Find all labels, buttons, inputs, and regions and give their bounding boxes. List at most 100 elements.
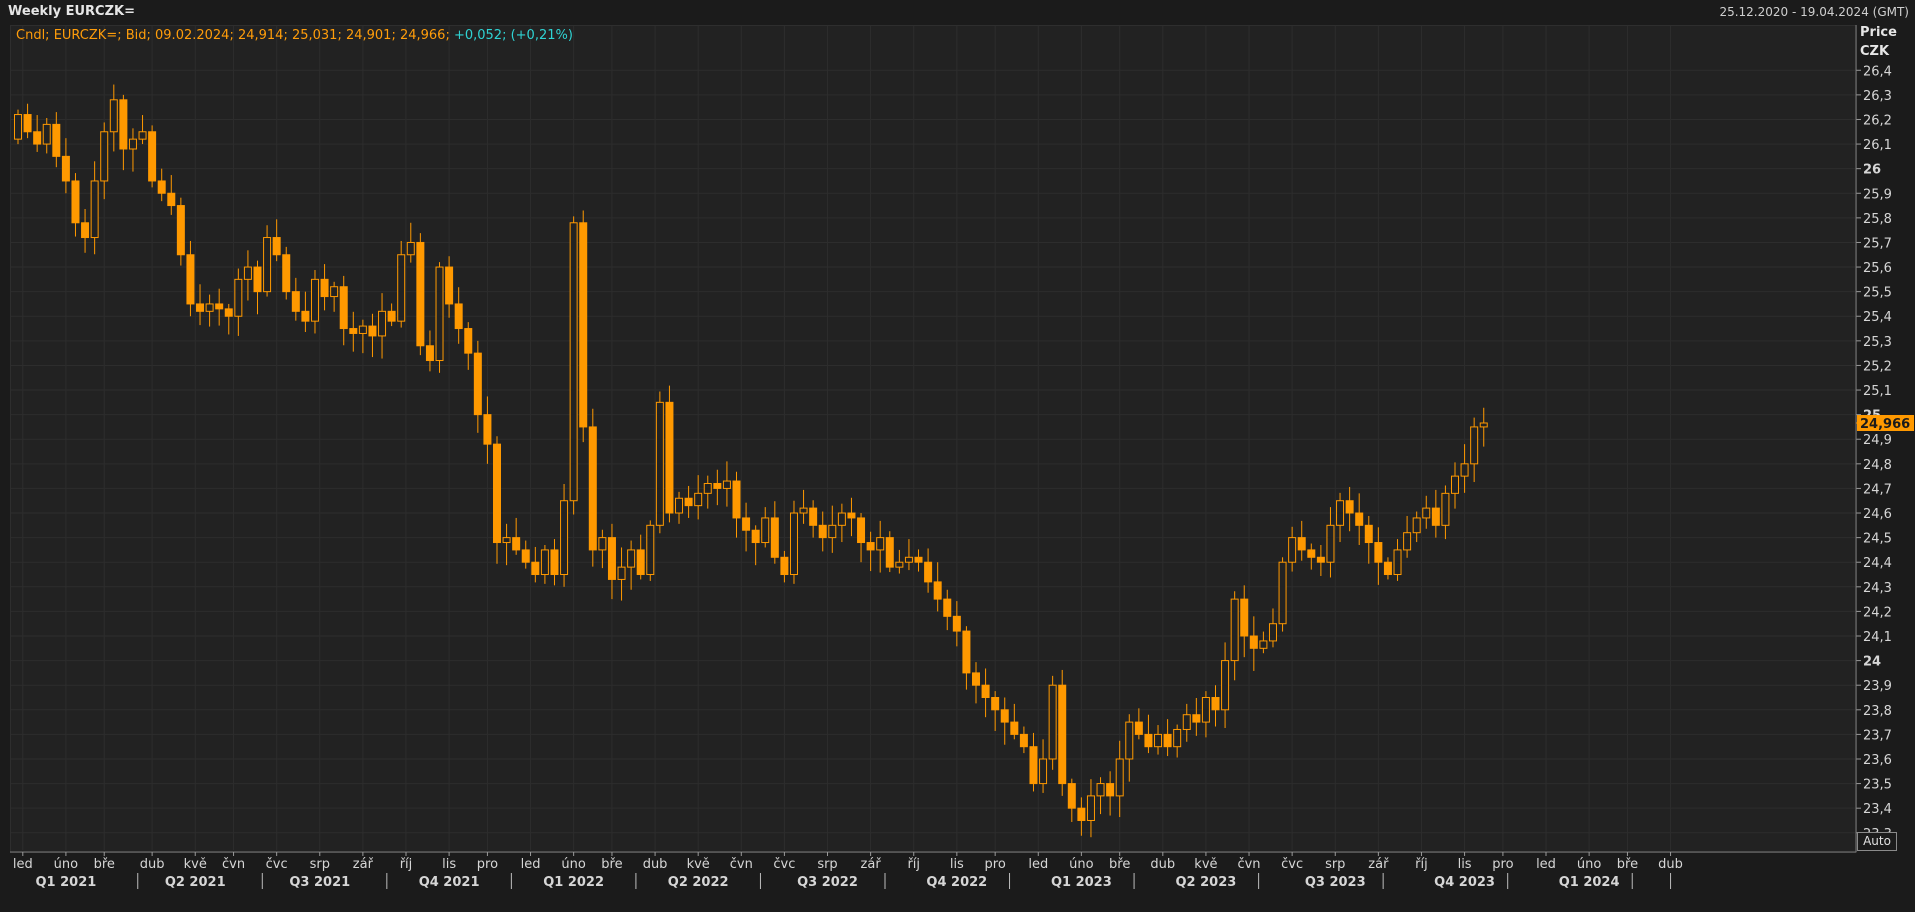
candle-body[interactable] xyxy=(263,237,272,293)
candle-body[interactable] xyxy=(665,401,674,514)
candle-body[interactable] xyxy=(493,443,501,544)
candle-body[interactable] xyxy=(1010,721,1019,735)
candle-body[interactable] xyxy=(627,549,636,568)
candle-body[interactable] xyxy=(895,561,904,568)
candle-body[interactable] xyxy=(579,222,588,428)
candle-body[interactable] xyxy=(1019,733,1028,748)
candle-body[interactable] xyxy=(502,537,511,544)
candle-body[interactable] xyxy=(981,684,990,698)
candle-body[interactable] xyxy=(406,241,415,256)
candle-body[interactable] xyxy=(847,512,856,519)
candle-body[interactable] xyxy=(904,556,913,563)
candle-body[interactable] xyxy=(90,180,99,239)
candle-body[interactable] xyxy=(81,222,90,239)
candle-body[interactable] xyxy=(1249,635,1258,649)
candle-body[interactable] xyxy=(416,241,425,347)
candle-body[interactable] xyxy=(598,537,607,551)
candle-body[interactable] xyxy=(885,537,894,568)
candle-body[interactable] xyxy=(387,310,396,322)
candle-body[interactable] xyxy=(119,99,128,150)
candle-body[interactable] xyxy=(224,308,233,317)
candle-body[interactable] xyxy=(1173,728,1182,748)
candle-body[interactable] xyxy=(310,278,319,322)
candle-body[interactable] xyxy=(1144,733,1153,748)
candle-body[interactable] xyxy=(1154,733,1163,748)
candle-body[interactable] xyxy=(23,114,32,133)
candle-body[interactable] xyxy=(464,328,473,354)
candle-body[interactable] xyxy=(540,549,549,576)
candle-body[interactable] xyxy=(320,278,329,298)
candle-body[interactable] xyxy=(550,549,559,576)
candle-body[interactable] xyxy=(52,123,61,157)
candle-body[interactable] xyxy=(1364,524,1373,544)
candle-body[interactable] xyxy=(339,286,348,330)
candle-body[interactable] xyxy=(186,254,195,305)
auto-scale-button[interactable]: Auto xyxy=(1857,832,1897,851)
candle-body[interactable] xyxy=(435,266,444,362)
candle-body[interactable] xyxy=(1048,684,1057,760)
candle-body[interactable] xyxy=(109,99,118,133)
candle-body[interactable] xyxy=(1192,714,1201,723)
candle-body[interactable] xyxy=(349,328,358,334)
candle-body[interactable] xyxy=(148,131,157,182)
candle-body[interactable] xyxy=(205,303,214,312)
candle-body[interactable] xyxy=(243,266,252,280)
candle-body[interactable] xyxy=(272,237,281,256)
candle-body[interactable] xyxy=(234,278,243,317)
candle-body[interactable] xyxy=(1326,524,1335,563)
candle-body[interactable] xyxy=(445,266,454,305)
candle-body[interactable] xyxy=(1422,507,1431,519)
candle-body[interactable] xyxy=(1115,758,1124,797)
candle-body[interactable] xyxy=(1240,598,1249,637)
candle-body[interactable] xyxy=(1086,795,1095,821)
candle-body[interactable] xyxy=(176,205,185,256)
candle-body[interactable] xyxy=(1278,561,1287,625)
candle-body[interactable] xyxy=(282,254,291,293)
candle-body[interactable] xyxy=(1336,500,1345,526)
candle-body[interactable] xyxy=(991,696,1000,711)
candle-body[interactable] xyxy=(655,401,664,526)
candle-body[interactable] xyxy=(1029,746,1038,785)
candle-body[interactable] xyxy=(1067,783,1076,809)
candle-body[interactable] xyxy=(722,480,731,489)
candle-body[interactable] xyxy=(1345,500,1354,514)
candle-body[interactable] xyxy=(1374,542,1383,563)
candle-body[interactable] xyxy=(770,517,779,558)
candle-body[interactable] xyxy=(215,303,224,310)
candle-body[interactable] xyxy=(1316,556,1325,563)
candle-body[interactable] xyxy=(1288,537,1297,563)
candle-body[interactable] xyxy=(809,507,818,526)
candle-body[interactable] xyxy=(1077,807,1086,821)
candle-body[interactable] xyxy=(962,630,971,674)
candle-body[interactable] xyxy=(1106,783,1115,797)
candle-body[interactable] xyxy=(924,561,933,583)
candle-body[interactable] xyxy=(780,556,789,576)
candle-body[interactable] xyxy=(1039,758,1048,785)
candle-body[interactable] xyxy=(952,615,961,632)
candle-body[interactable] xyxy=(1163,733,1172,748)
candle-body[interactable] xyxy=(560,500,569,576)
candle-body[interactable] xyxy=(128,138,137,150)
candle-body[interactable] xyxy=(1412,517,1421,534)
candle-body[interactable] xyxy=(1259,640,1268,649)
candle-body[interactable] xyxy=(253,266,262,293)
candle-body[interactable] xyxy=(569,222,578,502)
candle-body[interactable] xyxy=(866,542,875,551)
candle-body[interactable] xyxy=(732,480,741,519)
candle-body[interactable] xyxy=(636,549,645,576)
candle-body[interactable] xyxy=(425,345,434,362)
candle-body[interactable] xyxy=(607,537,616,580)
candle-body[interactable] xyxy=(1096,783,1105,797)
candle-body[interactable] xyxy=(1134,721,1143,735)
candle-body[interactable] xyxy=(33,131,42,145)
candle-body[interactable] xyxy=(1393,549,1402,576)
candle-body[interactable] xyxy=(1355,512,1364,526)
candle-body[interactable] xyxy=(330,286,339,298)
candle-body[interactable] xyxy=(71,180,80,224)
candle-body[interactable] xyxy=(1431,507,1440,526)
candle-body[interactable] xyxy=(799,507,808,514)
candle-body[interactable] xyxy=(703,483,712,494)
candle-body[interactable] xyxy=(646,524,655,576)
candle-body[interactable] xyxy=(301,310,310,322)
